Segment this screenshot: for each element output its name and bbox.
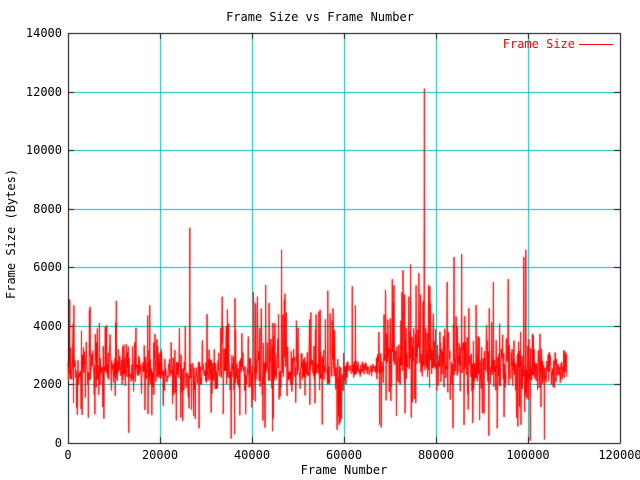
y-tick-label-3: 6000 bbox=[33, 260, 62, 275]
y-tick-label-1: 2000 bbox=[33, 377, 62, 392]
y-tick-label-6: 12000 bbox=[25, 84, 62, 99]
x-tick-label-0: 0 bbox=[64, 448, 72, 462]
y-tick-label-5: 10000 bbox=[25, 143, 62, 158]
y-tick-label-7: 14000 bbox=[25, 26, 62, 40]
x-tick-label-3: 60000 bbox=[325, 448, 363, 462]
x-tick-label-6: 120000 bbox=[598, 448, 640, 462]
legend: Frame Size bbox=[470, 38, 620, 50]
y-axis-label: Frame Size (Bytes) bbox=[4, 168, 18, 300]
chart-title: Frame Size vs Frame Number bbox=[226, 10, 414, 24]
x-tick-label-4: 80000 bbox=[417, 448, 455, 462]
x-tick-label-1: 20000 bbox=[141, 448, 179, 462]
x-axis-label: Frame Number bbox=[300, 463, 388, 477]
x-tick-label-2: 40000 bbox=[233, 448, 271, 462]
y-tick-label-4: 8000 bbox=[33, 201, 62, 216]
y-tick-label-0: 0 bbox=[54, 436, 62, 450]
x-tick-label-5: 100000 bbox=[506, 448, 550, 462]
y-tick-label-2: 4000 bbox=[33, 318, 62, 333]
legend-line-sample-icon bbox=[579, 44, 613, 45]
legend-series-label: Frame Size bbox=[502, 37, 575, 51]
